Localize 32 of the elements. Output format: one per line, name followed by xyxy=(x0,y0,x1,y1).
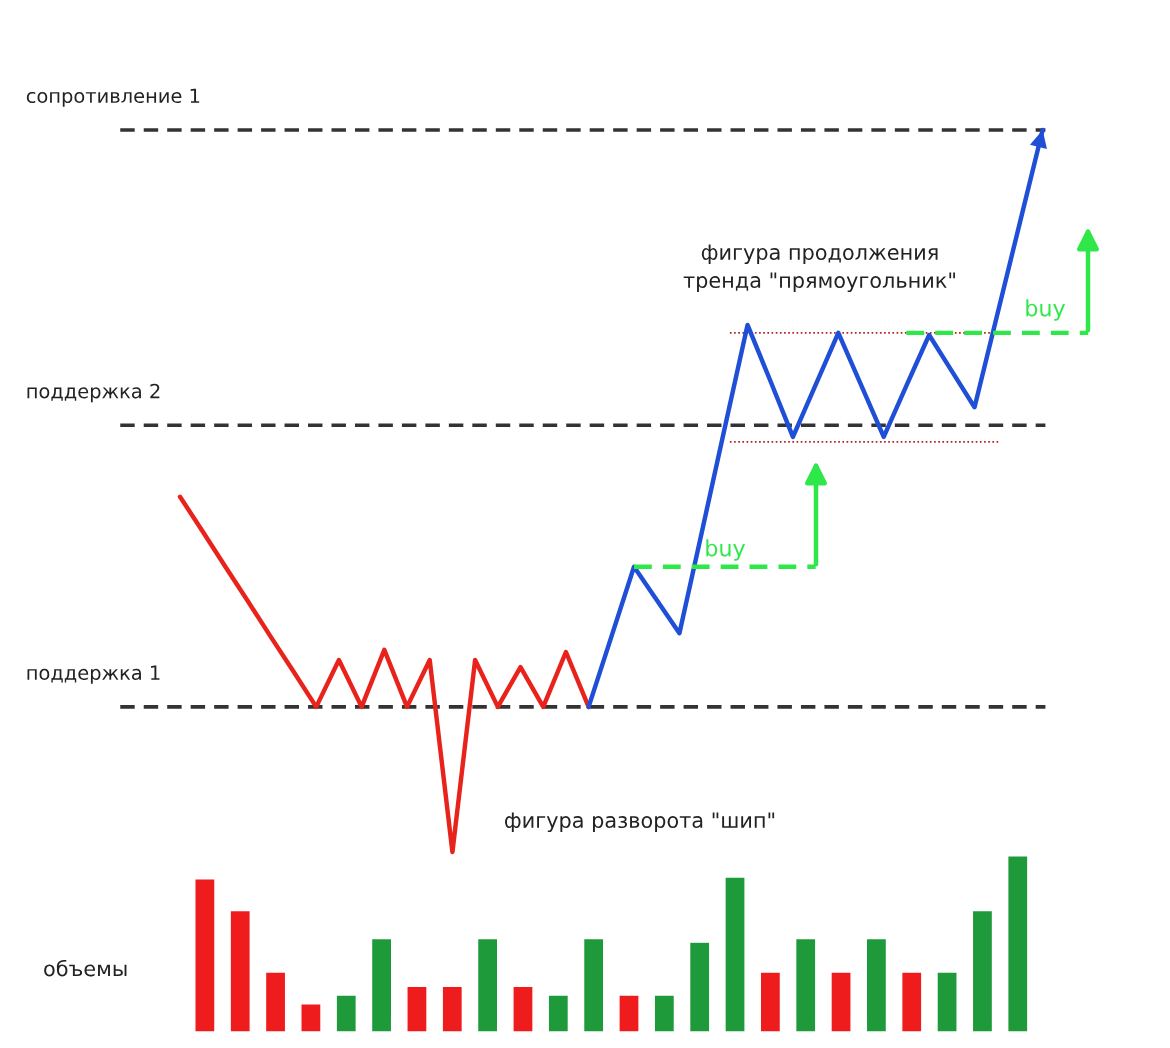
bar xyxy=(582,937,605,1032)
bar xyxy=(759,971,782,1032)
annotation: buy xyxy=(706,539,746,561)
bar xyxy=(229,909,251,1032)
bar xyxy=(370,937,393,1032)
bar xyxy=(512,985,534,1032)
bar xyxy=(653,994,676,1032)
bar xyxy=(441,985,464,1032)
bar xyxy=(476,937,499,1032)
ref-line-label: поддержка 1 xyxy=(27,665,160,684)
bar xyxy=(335,994,358,1032)
ref-line-label: поддержка 2 xyxy=(27,383,160,403)
bar xyxy=(300,1003,322,1032)
bar xyxy=(830,971,852,1032)
bar xyxy=(724,876,746,1032)
ref-line-label: сопротивление 1 xyxy=(26,88,200,107)
bar xyxy=(264,971,287,1032)
y-axis-title: объемы xyxy=(44,959,127,977)
bar xyxy=(936,971,958,1032)
bar xyxy=(794,937,817,1032)
annotation: buy xyxy=(1026,299,1066,321)
bar xyxy=(406,985,428,1032)
bar xyxy=(900,971,923,1032)
annotation: фигура разворота "шип" xyxy=(505,812,775,833)
bar xyxy=(1007,855,1029,1032)
bar xyxy=(971,909,994,1032)
annotation: фигура продолжения тренда "прямоугольник" xyxy=(683,244,955,293)
bar xyxy=(865,937,888,1032)
bar xyxy=(194,878,216,1032)
bar xyxy=(618,994,640,1032)
bar xyxy=(547,994,570,1032)
bar xyxy=(688,941,711,1032)
